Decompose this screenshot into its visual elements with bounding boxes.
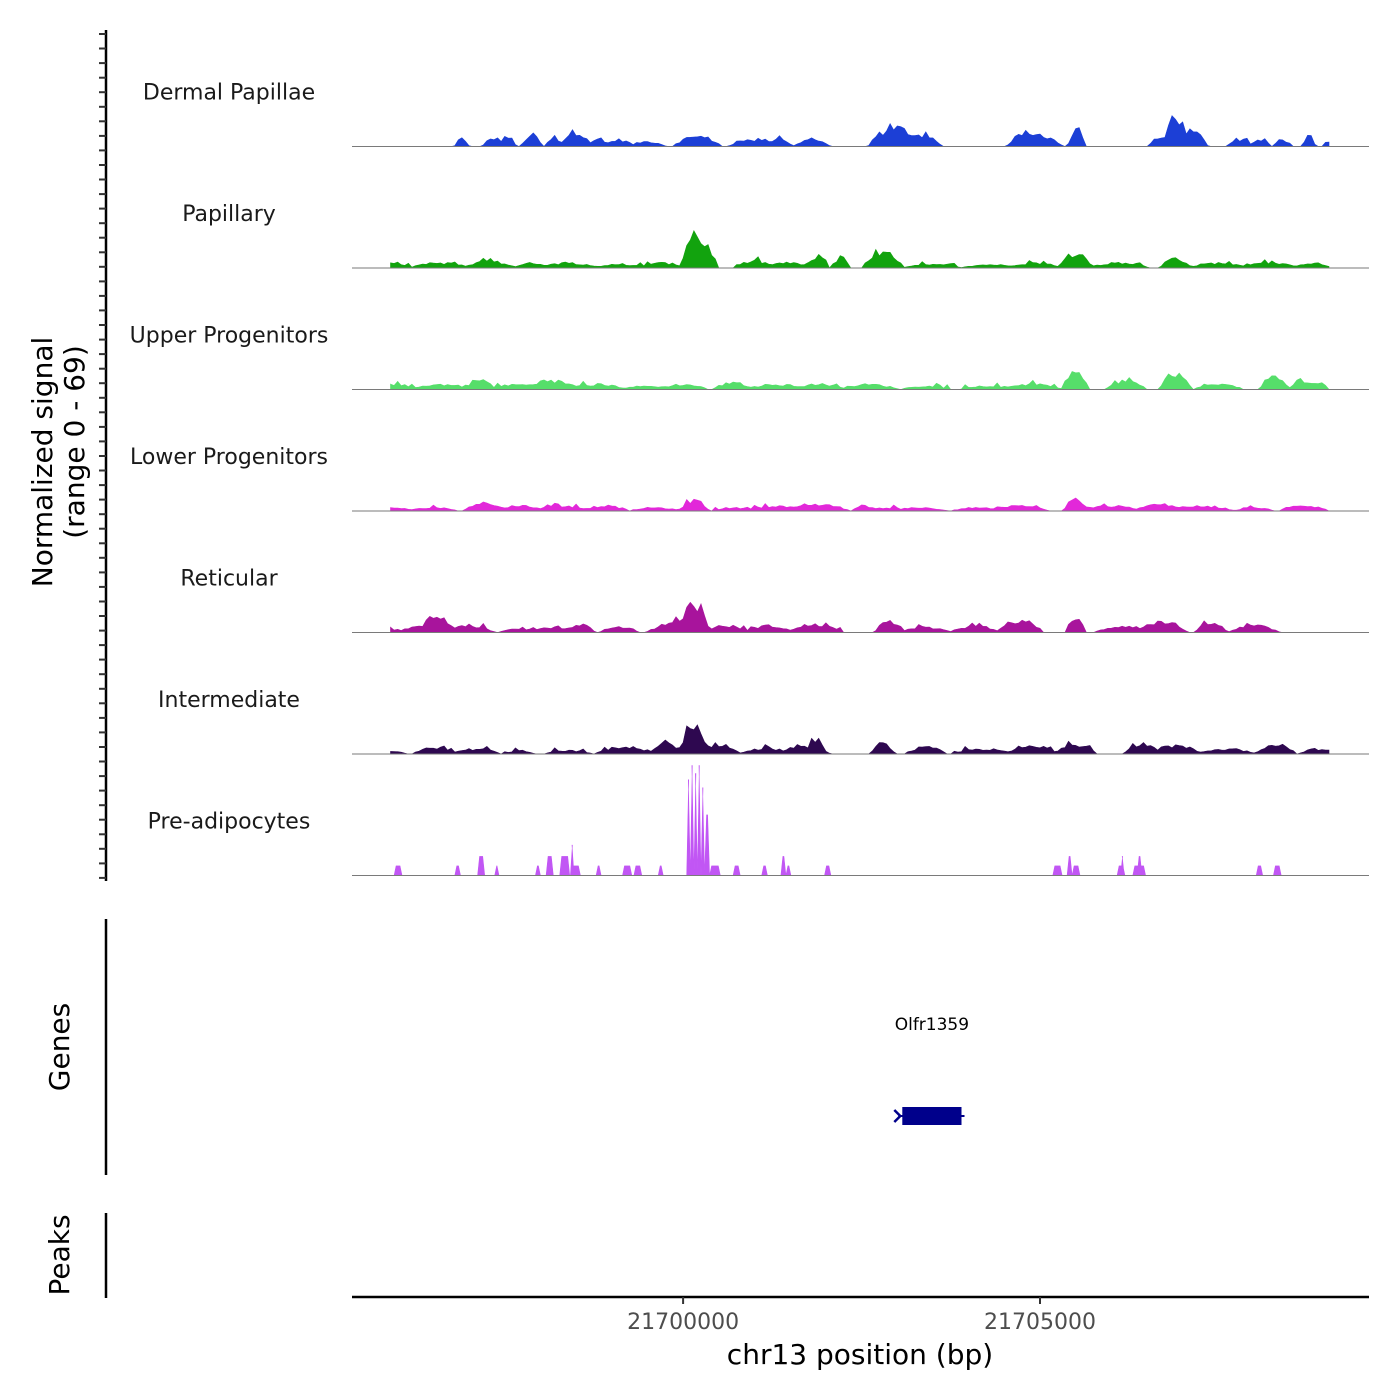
x-tick-label: 21700000 — [627, 1310, 739, 1335]
x-tick-label: 21705000 — [984, 1310, 1096, 1335]
coverage-area — [390, 601, 1329, 633]
track-label: Lower Progenitors — [130, 445, 328, 470]
signal-axis-title: Normalized signal — [26, 337, 59, 588]
track-label: Intermediate — [158, 688, 300, 713]
track-intermediate: Intermediate — [158, 688, 1369, 755]
track-papillary: Papillary — [182, 202, 1369, 269]
track-label: Upper Progenitors — [130, 324, 329, 349]
signal-axis-range: (range 0 - 69) — [58, 345, 91, 539]
gene-name-label: Olfr1359 — [895, 1015, 969, 1035]
gene-olfr1359: Olfr1359 — [893, 1015, 969, 1125]
coverage-area — [390, 115, 1330, 147]
strand-arrow-icon — [893, 1109, 903, 1123]
track-lower-progenitors: Lower Progenitors — [130, 445, 1369, 512]
coverage-y-ticks — [99, 33, 106, 879]
track-label: Dermal Papillae — [143, 81, 315, 106]
track-dermal-papillae: Dermal Papillae — [143, 81, 1369, 147]
peaks-track-title: Peaks — [43, 1214, 76, 1295]
track-label: Papillary — [182, 202, 276, 227]
x-axis-title: chr13 position (bp) — [727, 1338, 993, 1371]
x-axis: 21700000 21705000 — [352, 1295, 1369, 1335]
gene-track: Olfr1359 — [893, 1015, 969, 1125]
coverage-area — [390, 229, 1330, 269]
coverage-area — [390, 371, 1330, 390]
coverage-tracks: Dermal Papillae Papillary Upper Progenitor… — [130, 81, 1369, 876]
track-upper-progenitors: Upper Progenitors — [130, 324, 1369, 390]
track-pre-adipocytes: Pre-adipocytes — [148, 765, 1369, 876]
gene-exon — [902, 1107, 962, 1125]
coverage-area — [393, 765, 1282, 876]
track-label: Pre-adipocytes — [148, 810, 311, 835]
coverage-area — [390, 724, 1330, 755]
genes-track-title: Genes — [43, 1003, 76, 1091]
track-label: Reticular — [180, 567, 278, 592]
track-reticular: Reticular — [180, 567, 1369, 633]
coverage-area — [390, 497, 1330, 512]
